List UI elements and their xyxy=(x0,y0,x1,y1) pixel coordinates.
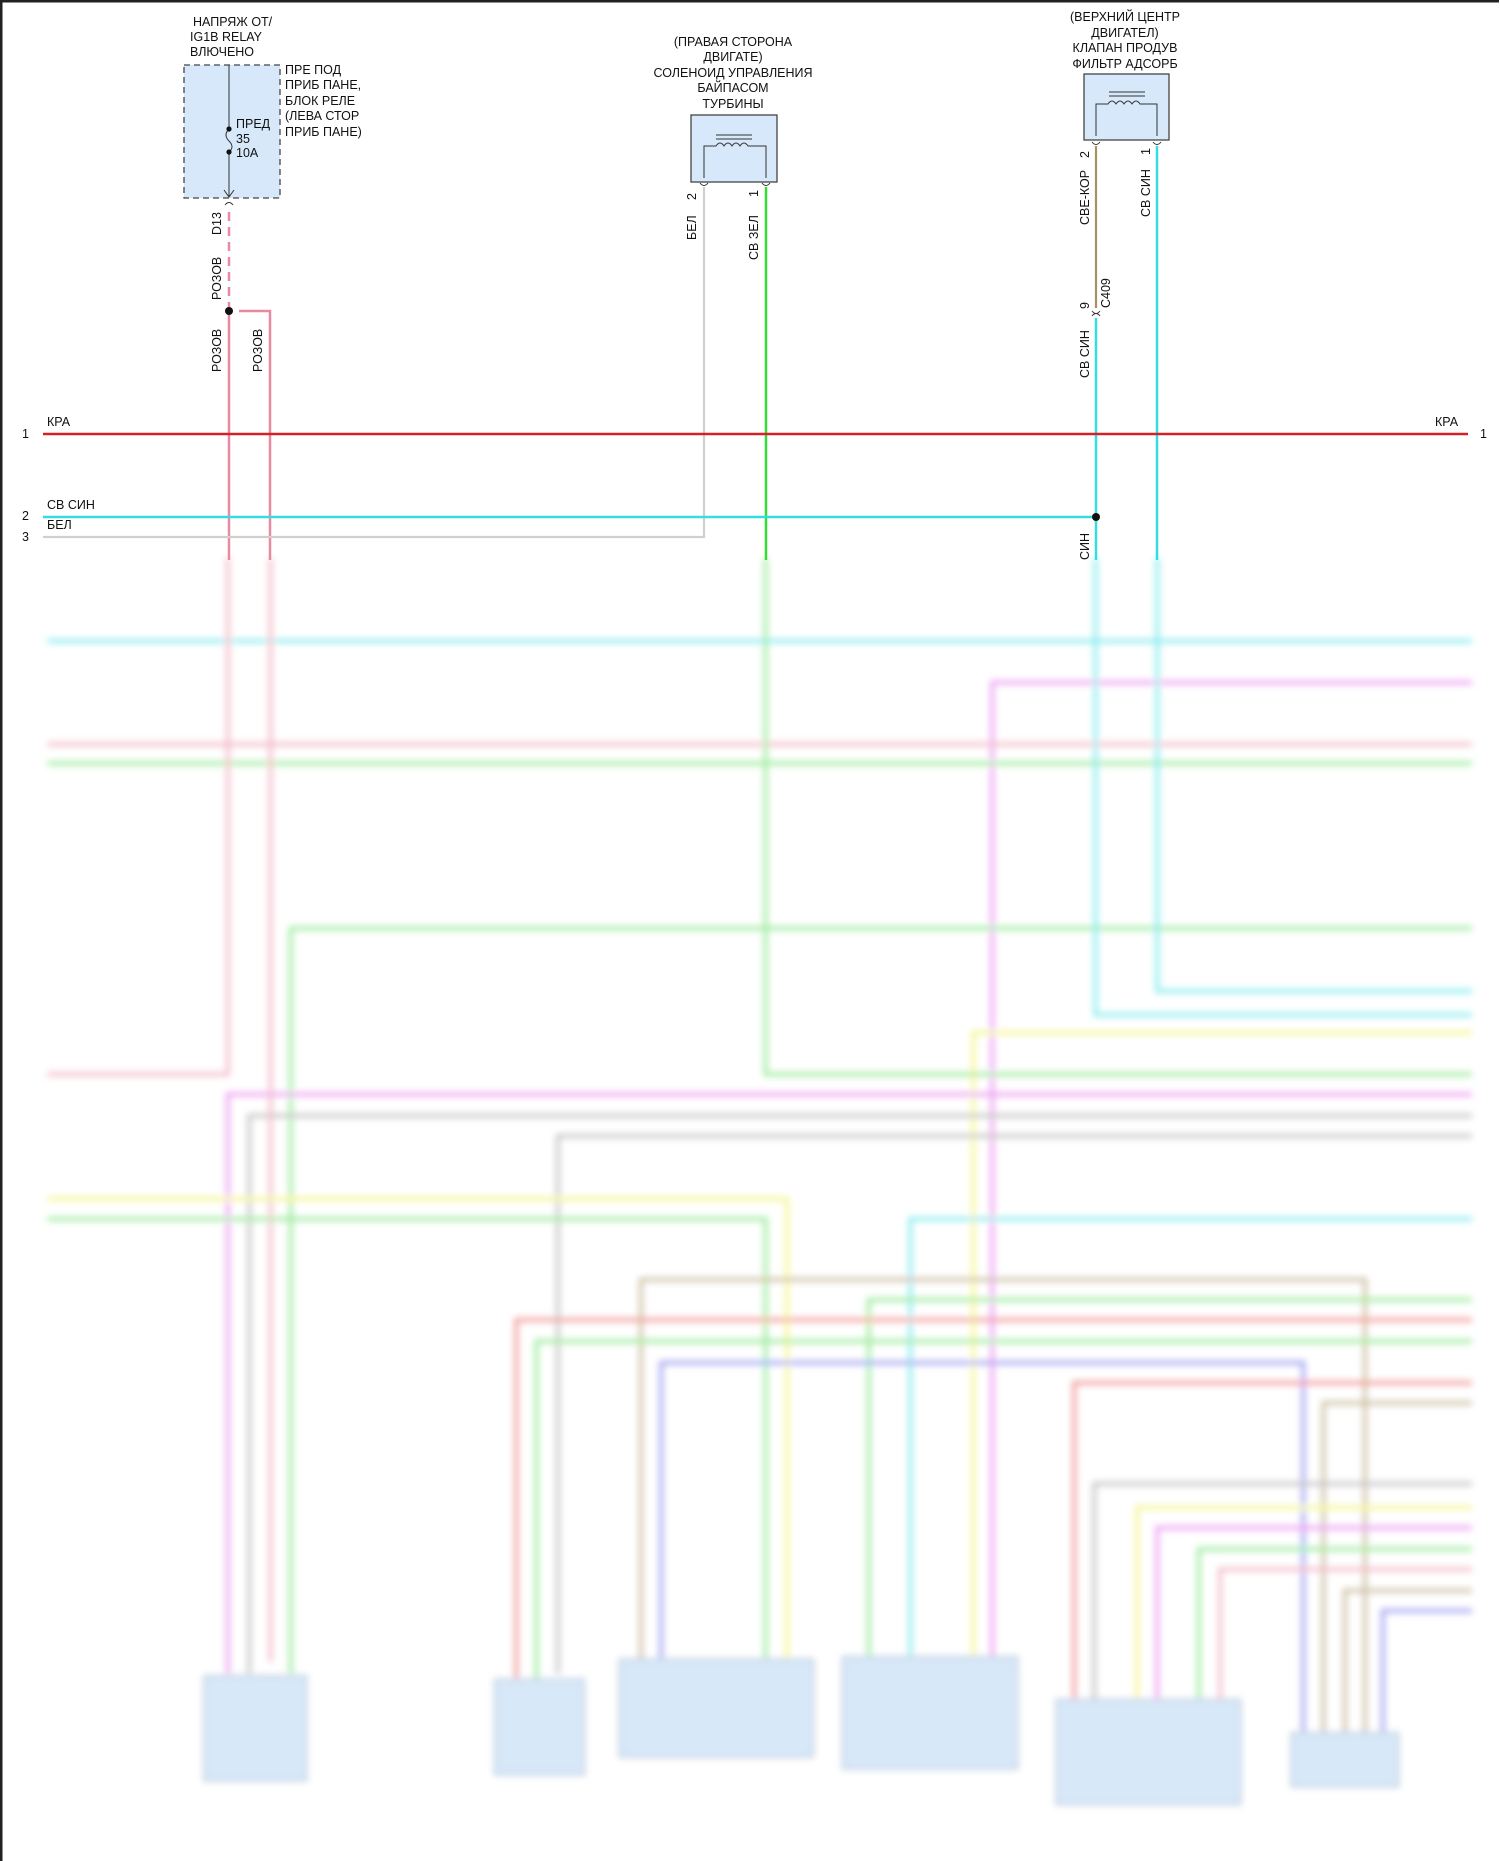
fuse-block: НАПРЯЖ ОТ/ IG1B RELAY ВЛЮЧЕНО ПРЕ ПОД ПР… xyxy=(183,15,362,372)
splice-dot xyxy=(225,307,233,315)
valve-title-line: ДВИГАТЕЛ) xyxy=(1091,26,1158,40)
wire-label: БЕЛ xyxy=(685,215,699,240)
blurred-component xyxy=(841,1656,1019,1770)
pin-number: 9 xyxy=(1078,302,1092,309)
connector-label: D13 xyxy=(210,212,224,235)
blurred-wire xyxy=(1342,1588,1472,1733)
blurred-wire xyxy=(866,1297,1472,1662)
valve-title-line: (ВЕРХНИЙ ЦЕНТР xyxy=(1070,9,1180,24)
solenoid-title-line: СОЛЕНОИД УПРАВЛЕНИЯ xyxy=(653,66,812,80)
turbo-bypass-solenoid: (ПРАВАЯ СТОРОНА ДВИГАТЕ) СОЛЕНОИД УПРАВЛ… xyxy=(653,35,812,260)
valve-title-line: КЛАПАН ПРОДУВ xyxy=(1073,41,1178,55)
connector-label: C409 xyxy=(1099,278,1113,308)
coil-icon xyxy=(1095,100,1158,136)
pin-number: 1 xyxy=(1139,148,1153,155)
solenoid-title-line: (ПРАВАЯ СТОРОНА xyxy=(674,35,793,49)
blurred-wire xyxy=(1155,557,1472,994)
solenoid-title-line: ДВИГАТЕ) xyxy=(703,50,762,64)
blurred-wire xyxy=(225,1092,1472,1674)
fuse-icon xyxy=(225,128,233,153)
wire-label: СВ ЗЕЛ xyxy=(747,215,761,260)
blurred-component xyxy=(203,1675,308,1782)
bus-label: КРА xyxy=(1435,415,1459,429)
blurred-component xyxy=(618,1658,815,1758)
blurred-wire xyxy=(1218,1567,1472,1700)
coil-icon xyxy=(703,142,767,178)
bus-label: СВ СИН xyxy=(47,498,95,512)
purge-valve: (ВЕРХНИЙ ЦЕНТР ДВИГАТЕЛ) КЛАПАН ПРОДУВ Ф… xyxy=(1070,9,1180,560)
blurred-wire xyxy=(288,926,1472,1674)
fuse-location-line: ПРИБ ПАНЕ) xyxy=(285,125,362,139)
bus-number: 1 xyxy=(22,427,29,441)
solenoid-title-line: БАЙПАСОМ xyxy=(697,80,768,95)
blurred-component xyxy=(1290,1732,1400,1788)
blurred-wire xyxy=(1380,1608,1472,1733)
blurred-wire xyxy=(1072,1380,1472,1700)
fuse-location-line: ПРИБ ПАНЕ, xyxy=(285,78,361,92)
blurred-wire xyxy=(1092,1481,1472,1700)
bus-label: БЕЛ xyxy=(47,518,72,532)
solenoid-title-line: ТУРБИНЫ xyxy=(702,97,763,111)
wire-label: СИН xyxy=(1078,533,1092,560)
blurred-wire xyxy=(1321,1401,1472,1733)
blurred-component xyxy=(1055,1698,1242,1806)
fuse-rating: 10A xyxy=(236,146,259,160)
fuse-title-line: IG1B RELAY xyxy=(190,30,263,44)
wire-label: СВЕ-КОР xyxy=(1078,170,1092,225)
blurred-wire xyxy=(1155,1525,1472,1700)
pin-number: 2 xyxy=(685,193,699,200)
blurred-wire xyxy=(555,1134,1472,1674)
splice-dot xyxy=(1092,513,1100,521)
blurred-wire xyxy=(908,1217,1472,1662)
wire-label: РОЗОВ xyxy=(210,257,224,300)
blurred-wire xyxy=(1135,1505,1472,1700)
blurred-component xyxy=(493,1678,586,1776)
blurred-wire xyxy=(514,1317,1472,1680)
fuse-title-line: НАПРЯЖ ОТ/ xyxy=(193,15,273,29)
pin-number: 2 xyxy=(1078,151,1092,158)
fuse-number: 35 xyxy=(236,132,250,146)
bus-number: 2 xyxy=(22,509,29,523)
wire-label: СВ СИН xyxy=(1139,169,1153,217)
connector-c409-icon xyxy=(1091,310,1101,317)
blurred-wire xyxy=(47,1217,768,1662)
blurred-wire xyxy=(47,557,230,1077)
blurred-wire xyxy=(1093,557,1472,1017)
bus-label: КРА xyxy=(47,415,71,429)
blurred-wire xyxy=(990,680,1472,1662)
valve-title-line: ФИЛЬТР АДСОРБ xyxy=(1072,57,1177,71)
blurred-lower-diagram xyxy=(47,557,1472,1806)
wire-pink xyxy=(227,309,272,560)
fuse-location-line: БЛОК РЕЛЕ xyxy=(285,94,355,108)
wire-label: РОЗОВ xyxy=(210,329,224,372)
blurred-wire xyxy=(763,557,1472,1077)
blurred-wire xyxy=(47,1196,789,1662)
fuse-location-line: ПРЕ ПОД xyxy=(285,63,342,77)
blurred-wire xyxy=(1196,1547,1472,1700)
blurred-wire xyxy=(534,1339,1472,1680)
bus-number: 3 xyxy=(22,530,29,544)
blurred-wire xyxy=(247,1113,1472,1674)
pin-number: 1 xyxy=(747,190,761,197)
bus-number: 1 xyxy=(1480,427,1487,441)
wire-label: СВ СИН xyxy=(1078,330,1092,378)
fuse-title-line: ВЛЮЧЕНО xyxy=(190,45,254,59)
wire-white xyxy=(43,187,706,539)
connector-d13-icon xyxy=(224,202,234,206)
blurred-wire xyxy=(971,1030,1472,1662)
fuse-label: ПРЕД xyxy=(236,117,271,131)
wire-label: РОЗОВ xyxy=(251,329,265,372)
fuse-location-line: (ЛЕВА СТОР xyxy=(285,109,359,123)
